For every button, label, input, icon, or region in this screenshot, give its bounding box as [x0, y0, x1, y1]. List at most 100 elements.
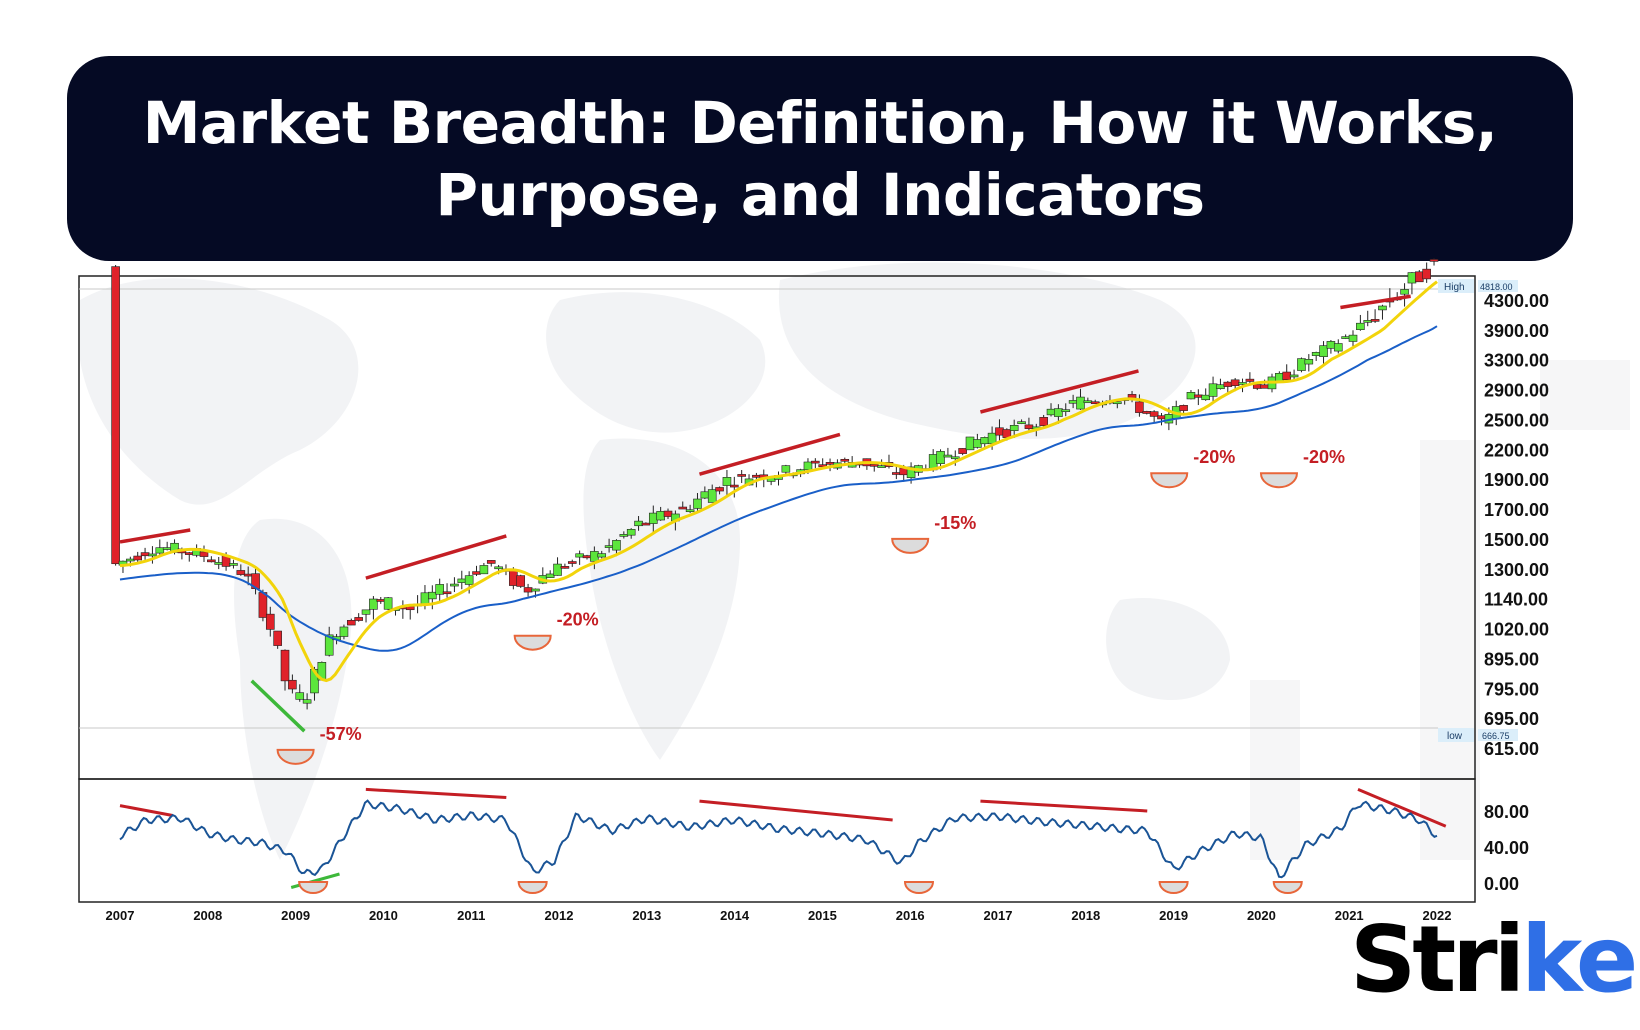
bear-candle — [236, 570, 246, 575]
bull-candle — [1378, 305, 1387, 311]
oscillator-bottom-marker — [517, 881, 548, 894]
bull-candle — [980, 437, 990, 445]
bull-candle — [1407, 272, 1417, 284]
bull-candle — [545, 573, 555, 578]
bull-candle — [1113, 401, 1122, 405]
candles-group — [111, 258, 1439, 710]
oscillator-bottom-marker — [1158, 881, 1189, 894]
oscillator-divergence-line — [119, 804, 173, 817]
oscillator-line — [119, 799, 1438, 879]
bear-candle — [730, 484, 739, 488]
bull-candle — [295, 692, 305, 700]
bear-candle — [1135, 401, 1144, 413]
bear-candle — [516, 575, 526, 587]
price-panel-frame — [78, 275, 1476, 780]
year-axis-ticks: 2007 2008 2009 2010 2011 2012 2013 2014 2015 2016… — [106, 908, 1452, 923]
bear-candle — [199, 551, 209, 557]
bear-candle — [1429, 259, 1439, 262]
bull-candle — [575, 553, 584, 558]
oscillator-tick-label: 40.00 — [1484, 838, 1529, 858]
bear-candle — [825, 462, 835, 465]
divergence-lines-group — [119, 294, 1447, 889]
bull-candle — [973, 439, 982, 448]
oscillator-bottom-marker — [903, 881, 934, 894]
year-tick-label: 2022 — [1423, 908, 1452, 923]
bull-candle — [1289, 374, 1299, 378]
price-divergence-line — [365, 534, 507, 580]
bull-candle — [1363, 320, 1373, 323]
price-divergence-line — [1340, 294, 1411, 310]
bear-candle — [1245, 378, 1255, 382]
bear-candle — [737, 474, 746, 477]
bull-candle — [457, 578, 467, 583]
strike-logo: Strike — [1350, 910, 1638, 1010]
bull-candle — [494, 566, 503, 570]
bull-candle — [693, 498, 702, 509]
bear-candle — [567, 561, 577, 564]
bull-candle — [126, 558, 135, 562]
drawdown-label: -20% — [1303, 447, 1345, 467]
bear-candle — [1179, 405, 1188, 411]
bull-candle — [1238, 382, 1247, 385]
bull-candle — [1304, 359, 1314, 365]
year-tick-label: 2017 — [984, 908, 1013, 923]
year-tick-label: 2011 — [457, 908, 485, 923]
bear-candle — [140, 552, 150, 557]
price-divergence-line — [699, 432, 841, 476]
bear-candle — [715, 487, 724, 492]
price-tick-label: 615.00 — [1484, 739, 1539, 759]
oscillator-tick-label: 80.00 — [1484, 802, 1529, 822]
bear-candle — [1230, 379, 1240, 386]
oscillator-bottom-marker — [298, 881, 329, 894]
price-tick-label: 2200.00 — [1484, 440, 1549, 460]
bear-candle — [641, 522, 651, 526]
drawdown-label: -20% — [557, 610, 599, 630]
price-axis-ticks: 4300.00 3900.00 3300.00 2900.00 2500.00 2200.… — [1484, 291, 1549, 759]
bull-candle — [781, 465, 791, 473]
title-line-1: Market Breadth: Definition, How it Works… — [142, 88, 1498, 157]
bull-candle — [1017, 421, 1026, 424]
low-marker: low 666.75 — [1438, 728, 1518, 742]
bottom-marker — [1259, 472, 1298, 489]
bear-candle — [347, 620, 356, 626]
bull-candle — [1216, 384, 1225, 390]
bull-candle — [634, 520, 643, 527]
bull-candle — [877, 465, 886, 468]
bear-candle — [486, 560, 496, 564]
bear-candle — [265, 613, 275, 630]
bear-candle — [1194, 394, 1203, 398]
bear-candle — [678, 506, 688, 510]
bull-candle — [950, 456, 960, 460]
bear-candle — [184, 552, 194, 555]
bull-candle — [965, 436, 975, 451]
bear-candle — [1282, 371, 1292, 381]
oscillator-tick-label: 0.00 — [1484, 874, 1519, 894]
bear-candle — [892, 472, 901, 475]
bull-candle — [435, 584, 444, 595]
bull-candle — [1076, 396, 1085, 410]
year-tick-label: 2015 — [808, 908, 837, 923]
price-tick-label: 2500.00 — [1484, 410, 1549, 430]
bull-candle — [612, 540, 621, 551]
bear-candle — [376, 599, 386, 602]
bull-candle — [685, 509, 695, 513]
bull-candle — [339, 626, 349, 637]
year-tick-label: 2021 — [1335, 908, 1364, 923]
year-tick-label: 2016 — [896, 908, 925, 923]
year-tick-label: 2014 — [720, 908, 750, 923]
bear-candle — [1149, 411, 1159, 417]
bear-candle — [442, 591, 452, 595]
high-marker-value: 4818.00 — [1480, 282, 1513, 292]
price-tick-label: 895.00 — [1484, 649, 1539, 669]
year-tick-label: 2007 — [106, 908, 135, 923]
bull-candle — [590, 551, 599, 562]
bear-candle — [869, 464, 879, 467]
bull-candle — [1046, 408, 1056, 416]
year-tick-label: 2013 — [632, 908, 661, 923]
bull-candle — [1348, 334, 1358, 342]
bull-candle — [707, 489, 717, 503]
drawdown-label: -57% — [320, 724, 362, 744]
bull-candle — [369, 598, 378, 610]
bull-candle — [1208, 383, 1218, 397]
